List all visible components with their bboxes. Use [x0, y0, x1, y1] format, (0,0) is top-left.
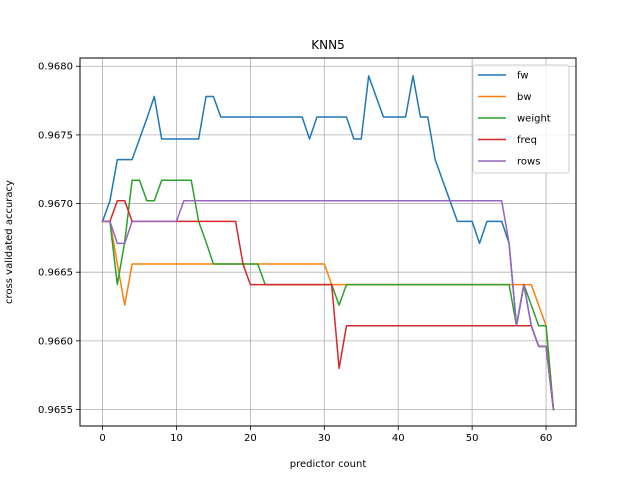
x-axis-label: predictor count [290, 459, 367, 470]
y-tick-label: 0.9675 [38, 130, 73, 141]
series-line-rows [101, 200, 555, 411]
x-tick-label: 10 [170, 433, 183, 444]
legend-box [472, 64, 570, 174]
tick-layer: 0 10 20 30 40 50 60 0.9655 0.9660 0.9665 0.9670 0.9… [38, 62, 552, 444]
y-tick-label: 0.9665 [38, 268, 73, 279]
series-line-weight [101, 179, 555, 411]
legend-label-bw: bw [517, 92, 532, 103]
x-tick-label: 20 [244, 433, 257, 444]
x-tick-label: 30 [318, 433, 331, 444]
chart-title: KNN5 [311, 38, 344, 52]
y-tick-label: 0.9660 [38, 336, 73, 347]
series-layer [101, 75, 555, 411]
x-tick-label: 50 [466, 433, 479, 444]
legend-label-weight: weight [517, 114, 551, 125]
legend-label-freq: freq [517, 135, 537, 146]
x-tick-label: 40 [392, 433, 405, 444]
x-tick-label: 0 [99, 433, 105, 444]
y-axis-label: cross validated accuracy [4, 180, 15, 304]
x-tick-label: 60 [540, 433, 553, 444]
legend-label-rows: rows [517, 157, 540, 168]
y-tick-label: 0.9670 [38, 199, 73, 210]
y-tick-label: 0.9680 [38, 62, 73, 73]
legend-label-fw: fw [517, 71, 529, 82]
legend: fw bw weight freq rows [472, 64, 570, 174]
plot-area-frame [79, 57, 577, 427]
y-tick-label: 0.9655 [38, 405, 73, 416]
series-line-fw [101, 75, 555, 411]
